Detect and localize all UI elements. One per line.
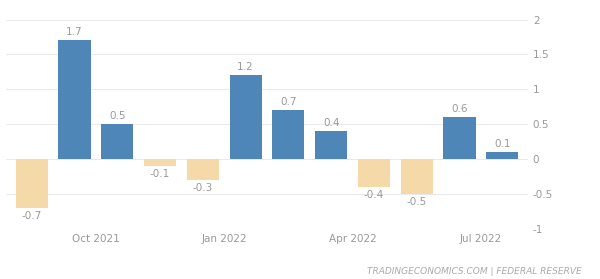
Bar [443, 117, 476, 159]
Bar [315, 131, 347, 159]
Text: -0.5: -0.5 [407, 198, 427, 207]
Text: 0.7: 0.7 [280, 97, 296, 107]
Text: -0.7: -0.7 [22, 211, 42, 221]
Text: 1.2: 1.2 [237, 62, 254, 72]
Text: -0.1: -0.1 [150, 169, 170, 179]
Bar [358, 159, 390, 187]
Bar [401, 159, 433, 194]
Bar [58, 40, 91, 159]
Bar [272, 110, 304, 159]
Text: -0.4: -0.4 [364, 190, 384, 200]
Text: -0.3: -0.3 [193, 184, 213, 193]
Bar [230, 75, 262, 159]
Text: 0.4: 0.4 [323, 118, 340, 128]
Text: 0.6: 0.6 [451, 104, 468, 114]
Text: 0.5: 0.5 [109, 111, 125, 121]
Text: 0.1: 0.1 [494, 139, 511, 148]
Bar [16, 159, 48, 208]
Bar [144, 159, 176, 166]
Bar [101, 124, 133, 159]
Bar [486, 152, 518, 159]
Bar [187, 159, 219, 180]
Text: TRADINGECONOMICS.COM | FEDERAL RESERVE: TRADINGECONOMICS.COM | FEDERAL RESERVE [367, 267, 582, 276]
Text: 1.7: 1.7 [66, 27, 83, 37]
